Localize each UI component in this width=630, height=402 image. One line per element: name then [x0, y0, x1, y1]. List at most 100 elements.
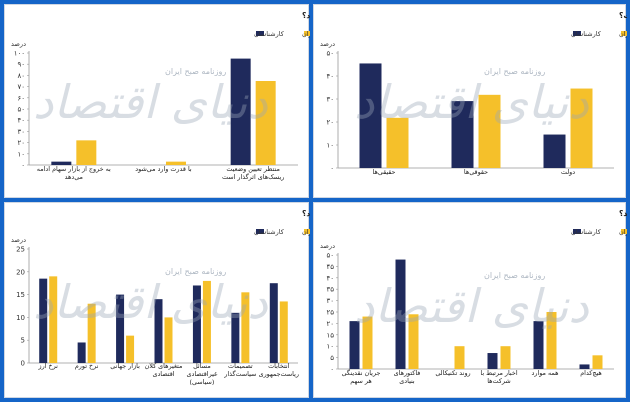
x-category-label: هیچ‌کدام — [580, 369, 602, 377]
legend-swatch-experts — [573, 31, 581, 36]
x-category-label: نرخ تورم — [75, 362, 99, 370]
bar-experts — [154, 299, 163, 363]
chart-title: جریان پول تازه به بورس در سال جاری چگونه… — [302, 11, 310, 20]
y-tick-label: ۱۰۰ — [14, 50, 25, 58]
bar-shareholders — [570, 88, 593, 168]
bar-experts — [51, 161, 72, 165]
legend-swatch-shareholders — [621, 229, 627, 234]
y-tick-label: 0 — [21, 360, 25, 368]
chart-money-inflow: جریان پول تازه به بورس در سال جاری چگونه… — [11, 11, 310, 181]
y-tick-label: ۶۰ — [17, 94, 25, 102]
legend-label-shareholders: سهامداران — [302, 228, 310, 236]
y-tick-label: ۵۰ — [326, 50, 334, 58]
y-unit-label: درصد — [11, 236, 26, 244]
y-tick-label: ۲۰ — [326, 119, 334, 127]
x-category-label: فاکتورهای — [394, 369, 421, 377]
bar-shareholders — [500, 346, 511, 369]
x-category-label: با قدرت وارد می‌شود — [135, 165, 192, 173]
x-category-label: متغیرهای کلان — [145, 362, 183, 370]
y-tick-label: ۰ — [21, 162, 25, 170]
y-tick-label: ۳۵ — [326, 286, 334, 294]
x-category-label: نرخ ارز — [38, 362, 59, 370]
x-category-label: هر سهم — [350, 377, 371, 385]
bar-shareholders — [49, 276, 58, 363]
bar-shareholders — [126, 335, 135, 363]
legend-label-experts: کارشناسان — [571, 228, 602, 236]
chart-title: کدام گروه نقش بیشتری در روند معاملات باز… — [619, 11, 627, 20]
legend-swatch-shareholders — [621, 31, 627, 36]
bar-shareholders — [164, 317, 173, 363]
bar-shareholders — [386, 117, 409, 168]
chart-trading-groups: کدام گروه نقش بیشتری در روند معاملات باز… — [320, 11, 627, 176]
y-tick-label: ۹۰ — [17, 61, 25, 69]
x-category-label: جریان نقدینگی — [342, 369, 381, 377]
y-tick-label: ۲۵ — [326, 309, 334, 317]
x-category-label: منتظر تعیین وضعیت — [226, 165, 280, 173]
y-tick-label: ۲۰ — [326, 320, 334, 328]
y-tick-label: ۱۰ — [326, 142, 334, 150]
x-category-label: ریسک‌های اثرگذار است — [222, 173, 284, 181]
y-unit-label: درصد — [320, 40, 335, 48]
chart-title: کدام مبنای تحلیلی در سال جاری می‌تواند ب… — [619, 209, 627, 218]
y-tick-label: 25 — [16, 246, 25, 254]
bar-experts — [230, 58, 251, 165]
bar-experts — [359, 63, 382, 168]
y-tick-label: ۳۰ — [326, 96, 334, 104]
legend-swatch-shareholders — [304, 31, 310, 36]
x-category-label: حقیقی‌ها — [373, 168, 396, 176]
bar-shareholders — [279, 301, 288, 363]
x-category-label: ریاست‌جمهوری — [259, 370, 299, 378]
panel-top-right: کدام گروه نقش بیشتری در روند معاملات باز… — [313, 4, 627, 198]
legend-label-experts: کارشناسان — [254, 228, 285, 236]
bar-experts — [451, 101, 474, 168]
y-tick-label: ۳۰ — [326, 297, 334, 305]
y-tick-label: 5 — [21, 337, 25, 345]
x-category-label: اقتصادی — [152, 370, 174, 378]
bar-experts — [77, 342, 86, 363]
x-category-label: اخبار مرتبط با — [480, 369, 517, 377]
bar-experts — [349, 321, 360, 369]
x-category-label: روند تکنیکالی — [435, 369, 470, 377]
bar-shareholders — [166, 161, 186, 165]
y-tick-label: 15 — [16, 291, 25, 299]
y-tick-label: ۱۰ — [17, 150, 25, 158]
y-tick-label: ۵۰ — [17, 106, 25, 114]
chart-analysis-basis: کدام مبنای تحلیلی در سال جاری می‌تواند ب… — [320, 209, 627, 385]
bar-experts — [39, 278, 48, 363]
y-tick-label: ۴۵ — [326, 263, 334, 271]
y-tick-label: ۳۰ — [17, 128, 25, 136]
x-category-label: مسائل — [193, 362, 211, 370]
x-category-label: می‌دهد — [65, 173, 83, 181]
legend-label-shareholders: سهامداران — [619, 30, 627, 38]
bar-shareholders — [202, 280, 211, 363]
x-category-label: حقوقی‌ها — [464, 168, 488, 176]
bar-shareholders — [87, 303, 96, 363]
bar-shareholders — [76, 140, 97, 165]
y-tick-label: ۰ — [330, 165, 334, 173]
bar-experts — [269, 283, 278, 363]
bar-experts — [487, 353, 498, 369]
bar-experts — [192, 285, 201, 363]
chart-title: کدام عامل در سال ۱۴۰۰ اثرگذاری بیشتری بر… — [302, 209, 310, 218]
y-tick-label: ۸۰ — [17, 72, 25, 80]
panel-top-left: جریان پول تازه به بورس در سال جاری چگونه… — [4, 4, 310, 198]
bar-experts — [231, 312, 240, 363]
x-category-label: غیراقتصادی — [186, 370, 218, 378]
legend-swatch-experts — [573, 229, 581, 234]
x-category-label: (سیاسی) — [189, 378, 214, 386]
x-category-label: به خروج از بازار سهام ادامه — [37, 165, 111, 173]
y-tick-label: ۴۰ — [326, 274, 334, 282]
panel-bottom-right: کدام مبنای تحلیلی در سال جاری می‌تواند ب… — [313, 202, 627, 398]
x-category-label: سیاست‌گذار — [223, 370, 256, 378]
legend-swatch-experts — [256, 31, 264, 36]
bar-shareholders — [454, 346, 465, 369]
panel-bottom-left: کدام عامل در سال ۱۴۰۰ اثرگذاری بیشتری بر… — [4, 202, 310, 398]
bar-experts — [579, 364, 590, 369]
y-tick-label: 10 — [16, 314, 25, 322]
y-tick-label: ۵۰ — [326, 252, 334, 260]
bar-shareholders — [546, 312, 557, 369]
x-category-label: تصمیمات — [228, 362, 253, 370]
y-unit-label: درصد — [11, 40, 26, 48]
y-tick-label: ۰ — [330, 366, 334, 374]
x-category-label: شرکت‌ها — [487, 377, 511, 385]
